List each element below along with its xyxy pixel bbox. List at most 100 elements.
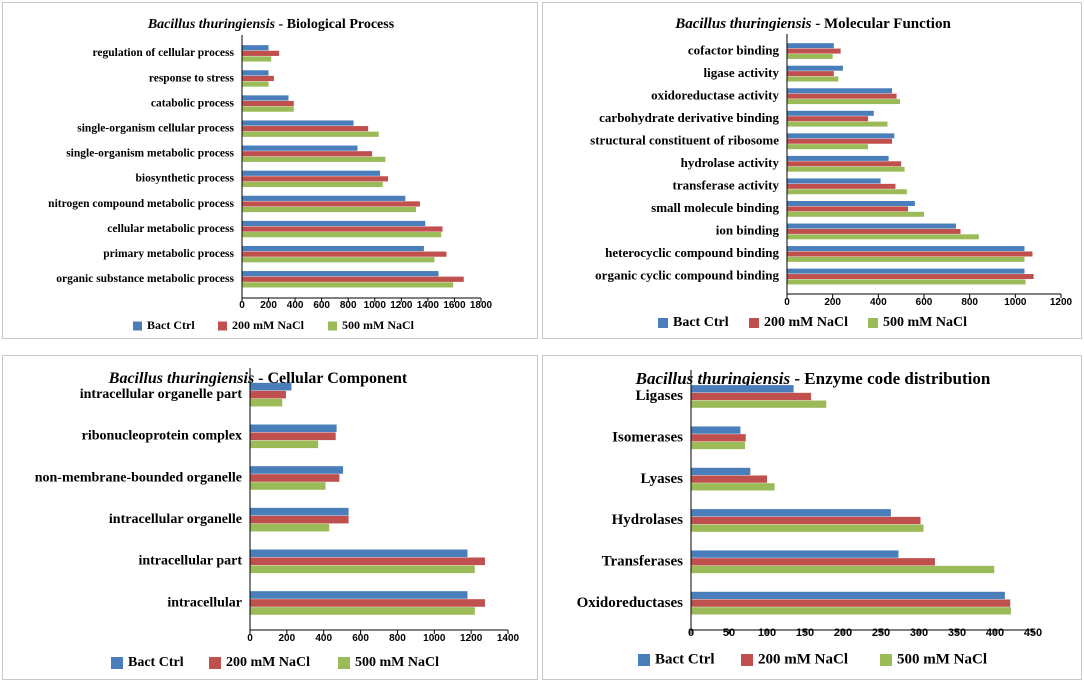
- x-tick-label: 300: [910, 627, 928, 639]
- bar-500-mm-nacl-intracellular-part: [250, 565, 475, 574]
- bar-500-mm-nacl-biosynthetic-process: [242, 181, 383, 188]
- legend-label-200-mm-nacl: 200 mM NaCl: [764, 315, 848, 330]
- category-label: ligase activity: [704, 65, 780, 80]
- x-tick-label: 800: [389, 633, 406, 644]
- bar-bact-ctrl-intracellular-organelle: [250, 507, 349, 516]
- bar-bact-ctrl-ligase-activity: [787, 65, 843, 71]
- bar-bact-ctrl-intracellular-organelle-part: [250, 382, 292, 391]
- bar-500-mm-nacl-intracellular-organelle: [250, 523, 330, 532]
- bar-500-mm-nacl-intracellular: [250, 607, 475, 615]
- category-label: regulation of cellular process: [92, 47, 234, 59]
- chart-title-topic: - Cellular Component: [254, 370, 408, 387]
- bar-bact-ctrl-hydrolase-activity: [787, 155, 889, 161]
- legend-swatch-bact-ctrl: [133, 321, 142, 331]
- bar-bact-ctrl-organic-cyclic-compound-binding: [787, 268, 1025, 274]
- x-tick-label: 200: [834, 627, 852, 639]
- x-tick-label: 450: [1024, 627, 1042, 639]
- bar-500-mm-nacl-oxidoreductase-activity: [787, 99, 901, 105]
- x-tick-label: 600: [916, 297, 933, 308]
- legend-label-bact-ctrl: Bact Ctrl: [655, 651, 715, 667]
- bar-bact-ctrl-single-organism-cellular-process: [242, 120, 354, 126]
- legend-label-bact-ctrl: Bact Ctrl: [147, 318, 195, 332]
- x-tick-label: 1200: [390, 300, 413, 311]
- legend-swatch-500-mm-nacl: [868, 318, 878, 328]
- legend-swatch-500-mm-nacl: [880, 654, 892, 666]
- bar-500-mm-nacl-hydrolases: [691, 524, 924, 532]
- chart-title-topic: - Enzyme code distribution: [790, 369, 991, 388]
- category-label: response to stress: [149, 72, 235, 84]
- x-tick-label: 150: [796, 627, 814, 639]
- x-tick-label: 600: [313, 300, 330, 311]
- category-label: single-organism metabolic process: [66, 148, 234, 160]
- chart-enzyme-code: Bacillus thuringiensis - Enzyme code dis…: [542, 355, 1082, 680]
- bar-200-mm-nacl-intracellular: [250, 599, 485, 607]
- bar-500-mm-nacl-oxidoreductases: [691, 607, 1011, 615]
- legend-label-500-mm-nacl: 500 mM NaCl: [883, 315, 967, 330]
- x-tick-label: 250: [872, 627, 890, 639]
- category-label: intracellular organelle: [109, 512, 242, 527]
- bar-bact-ctrl-small-molecule-binding: [787, 200, 915, 206]
- bar-200-mm-nacl-heterocyclic-compound-binding: [787, 251, 1033, 257]
- category-label: biosynthetic process: [136, 173, 235, 185]
- bar-bact-ctrl-oxidoreductase-activity: [787, 88, 893, 94]
- bar-200-mm-nacl-nitrogen-compound-metabolic-process: [242, 201, 420, 207]
- x-tick-label: 1400: [497, 633, 520, 644]
- x-tick-label: 50: [723, 627, 735, 639]
- chart-title-topic: - Molecular Function: [812, 16, 952, 32]
- legend-label-200-mm-nacl: 200 mM NaCl: [226, 655, 310, 670]
- category-label: Lyases: [640, 471, 683, 487]
- bar-bact-ctrl-ion-binding: [787, 223, 956, 229]
- x-tick-label: 350: [948, 627, 966, 639]
- bar-200-mm-nacl-response-to-stress: [242, 75, 274, 82]
- category-label: Transferases: [602, 553, 684, 569]
- legend-label-500-mm-nacl: 500 mM NaCl: [897, 651, 987, 667]
- category-label: ion binding: [716, 223, 780, 238]
- bar-bact-ctrl-cofactor-binding: [787, 43, 834, 49]
- x-tick-label: 200: [260, 300, 277, 311]
- chart-biological-process: Bacillus thuringiensis - Biological Proc…: [2, 2, 538, 339]
- x-tick-label: 1200: [460, 633, 483, 644]
- category-label: intracellular: [167, 595, 242, 610]
- chart-biological-process-svg: Bacillus thuringiensis - Biological Proc…: [48, 17, 493, 332]
- bar-200-mm-nacl-non-membrane-bounded-organelle: [250, 474, 340, 482]
- bar-500-mm-nacl-single-organism-metabolic-process: [242, 156, 386, 162]
- bar-500-mm-nacl-cofactor-binding: [787, 53, 833, 59]
- bar-200-mm-nacl-hydrolases: [691, 516, 921, 525]
- x-tick-label: 800: [961, 297, 978, 308]
- x-tick-label: 1200: [1050, 297, 1073, 308]
- bar-500-mm-nacl-single-organism-cellular-process: [242, 131, 379, 137]
- legend-swatch-500-mm-nacl: [328, 321, 337, 331]
- bar-500-mm-nacl-primary-metabolic-process: [242, 257, 435, 263]
- category-label: organic substance metabolic process: [56, 273, 234, 285]
- x-tick-label: 1800: [470, 300, 493, 311]
- bar-200-mm-nacl-transferase-activity: [787, 183, 896, 189]
- bar-200-mm-nacl-ligases: [691, 392, 812, 401]
- bar-200-mm-nacl-oxidoreductase-activity: [787, 93, 897, 99]
- x-tick-label: 1000: [423, 633, 446, 644]
- legend-swatch-200-mm-nacl: [209, 657, 221, 669]
- bar-500-mm-nacl-transferase-activity: [787, 189, 907, 195]
- legend-swatch-500-mm-nacl: [338, 657, 350, 669]
- bar-bact-ctrl-primary-metabolic-process: [242, 245, 424, 252]
- legend-label-500-mm-nacl: 500 mM NaCl: [342, 318, 415, 332]
- bar-500-mm-nacl-organic-cyclic-compound-binding: [787, 279, 1026, 285]
- bar-200-mm-nacl-structural-constituent-of-ribosome: [787, 138, 893, 144]
- bar-bact-ctrl-ligases: [691, 385, 794, 393]
- bar-500-mm-nacl-nitrogen-compound-metabolic-process: [242, 206, 416, 213]
- bar-500-mm-nacl-non-membrane-bounded-organelle: [250, 482, 326, 490]
- legend-label-200-mm-nacl: 200 mM NaCl: [758, 651, 848, 667]
- x-tick-label: 0: [784, 297, 790, 308]
- category-label: single-organism cellular process: [77, 122, 234, 134]
- bar-200-mm-nacl-ligase-activity: [787, 71, 834, 77]
- category-label: nitrogen compound metabolic process: [48, 198, 234, 210]
- category-label: heterocyclic compound binding: [605, 245, 779, 260]
- bar-bact-ctrl-structural-constituent-of-ribosome: [787, 133, 895, 139]
- bar-200-mm-nacl-intracellular-organelle: [250, 515, 349, 524]
- chart-cellular-component-svg: Bacillus thuringiensis - Cellular Compon…: [35, 368, 520, 670]
- legend-swatch-200-mm-nacl: [749, 318, 759, 328]
- category-label: cofactor binding: [688, 42, 780, 57]
- x-tick-label: 0: [688, 627, 694, 639]
- chart-title: Bacillus thuringiensis - Molecular Funct…: [674, 16, 951, 32]
- category-label: transferase activity: [673, 178, 780, 193]
- chart-molecular-function: Bacillus thuringiensis - Molecular Funct…: [542, 2, 1082, 339]
